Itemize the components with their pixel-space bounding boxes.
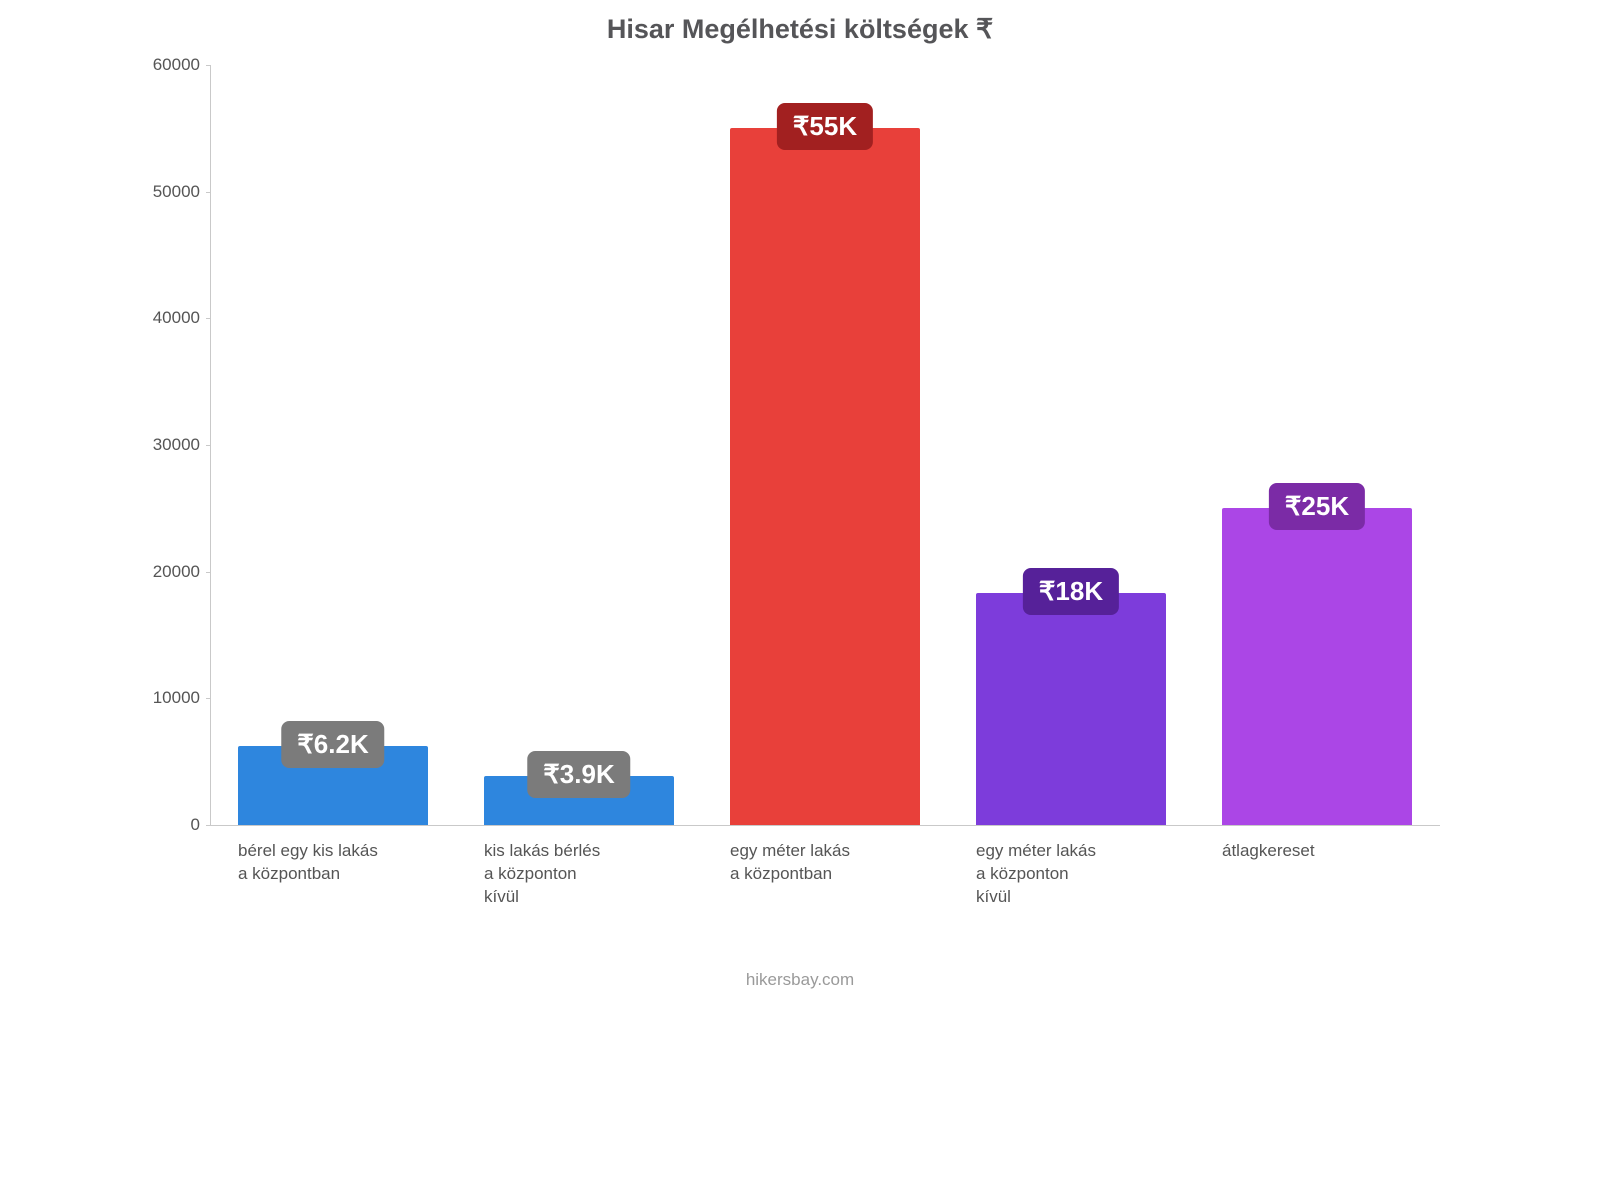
y-tick-label: 50000 [140, 182, 200, 202]
x-axis-label: egy méter lakás a központban [730, 840, 920, 886]
x-axis-label: bérel egy kis lakás a központban [238, 840, 428, 886]
bar-value-label: ₹55K [777, 103, 873, 150]
y-tick-label: 30000 [140, 435, 200, 455]
y-tick-label: 60000 [140, 55, 200, 75]
bar-value-label: ₹18K [1023, 568, 1119, 615]
bar-chart: Hisar Megélhetési költségek ₹ 0 10000 2000… [140, 0, 1460, 1000]
bar-value-label: ₹25K [1269, 483, 1365, 530]
bar-value-label: ₹6.2K [281, 721, 384, 768]
bar [730, 128, 920, 825]
chart-title: Hisar Megélhetési költségek ₹ [140, 14, 1460, 45]
bar [976, 593, 1166, 825]
x-axis-label: egy méter lakás a központon kívül [976, 840, 1166, 909]
chart-footer: hikersbay.com [140, 970, 1460, 990]
x-axis-label: átlagkereset [1222, 840, 1412, 863]
y-tick-label: 20000 [140, 562, 200, 582]
x-axis-label: kis lakás bérlés a központon kívül [484, 840, 674, 909]
y-tick-label: 10000 [140, 688, 200, 708]
bar [1222, 508, 1412, 825]
y-tick-label: 40000 [140, 308, 200, 328]
y-tick-label: 0 [140, 815, 200, 835]
plot-area: ₹6.2K ₹3.9K ₹55K ₹18K ₹25K [210, 65, 1440, 826]
bar-value-label: ₹3.9K [527, 751, 630, 798]
